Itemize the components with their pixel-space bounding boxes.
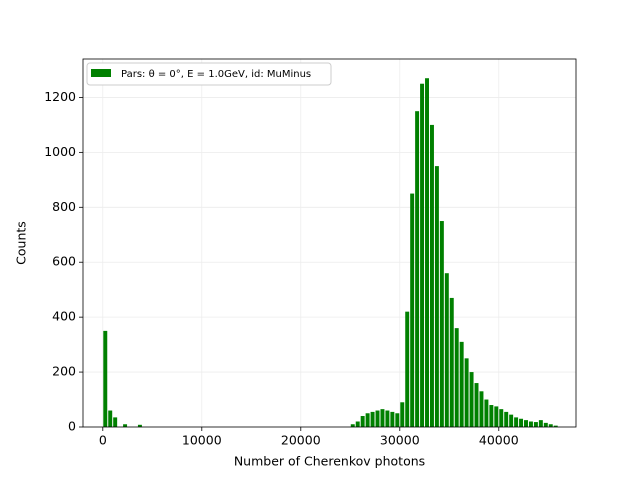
bar <box>137 424 142 427</box>
bar <box>380 409 385 427</box>
bar <box>395 413 400 427</box>
bar <box>113 417 118 427</box>
bar <box>103 330 108 427</box>
y-tick-label: 800 <box>52 199 76 214</box>
bar <box>434 166 439 427</box>
bar <box>390 411 395 427</box>
bar <box>533 422 538 427</box>
legend <box>86 62 332 86</box>
bar <box>479 391 484 427</box>
bar <box>484 399 489 427</box>
bar <box>355 421 360 427</box>
bar <box>469 372 474 427</box>
bar <box>415 111 420 427</box>
y-tick-label: 0 <box>68 419 76 434</box>
legend-label: Pars: θ = 0°, E = 1.0GeV, id: MuMinus <box>121 69 311 80</box>
bar <box>474 383 479 427</box>
x-tick-label: 30000 <box>380 433 420 448</box>
bar <box>449 297 454 427</box>
bar <box>444 273 449 427</box>
bar <box>489 405 494 427</box>
bar <box>459 341 464 427</box>
y-tick-label: 1200 <box>44 89 76 104</box>
legend-swatch <box>91 69 111 77</box>
y-tick-label: 200 <box>52 364 76 379</box>
bar <box>425 78 429 427</box>
bar <box>385 410 390 427</box>
x-tick-label: 20000 <box>281 433 321 448</box>
bar <box>528 421 533 427</box>
bar <box>350 424 355 427</box>
bar <box>543 422 548 427</box>
y-tick-label: 400 <box>52 309 76 324</box>
bar <box>400 402 405 427</box>
bar <box>464 358 469 427</box>
bar <box>365 413 370 427</box>
x-axis-label: Number of Cherenkov photons <box>234 454 425 469</box>
bar <box>504 411 509 427</box>
bar <box>538 420 543 427</box>
y-axis-label: Counts <box>14 221 29 265</box>
axes-frame <box>82 58 577 428</box>
bar <box>108 410 113 427</box>
bar <box>494 406 499 427</box>
y-tick-label: 1000 <box>44 144 76 159</box>
bar <box>410 193 415 427</box>
bar <box>548 424 553 427</box>
bar <box>519 418 524 427</box>
bar <box>439 221 444 427</box>
bar <box>553 425 558 427</box>
bar <box>524 420 528 427</box>
bar <box>429 124 434 427</box>
x-tick-label: 10000 <box>182 433 222 448</box>
bar <box>370 411 375 427</box>
bar <box>360 416 365 427</box>
bar <box>514 417 519 427</box>
x-tick-label: 0 <box>99 433 107 448</box>
x-tick-label: 40000 <box>479 433 519 448</box>
y-tick-label: 600 <box>52 254 76 269</box>
bar <box>509 414 514 427</box>
bar <box>405 311 410 427</box>
bar <box>123 424 128 427</box>
plot-area <box>83 59 576 428</box>
bar <box>454 328 459 427</box>
bar <box>420 83 425 427</box>
bar <box>375 410 380 427</box>
bar <box>499 409 504 427</box>
